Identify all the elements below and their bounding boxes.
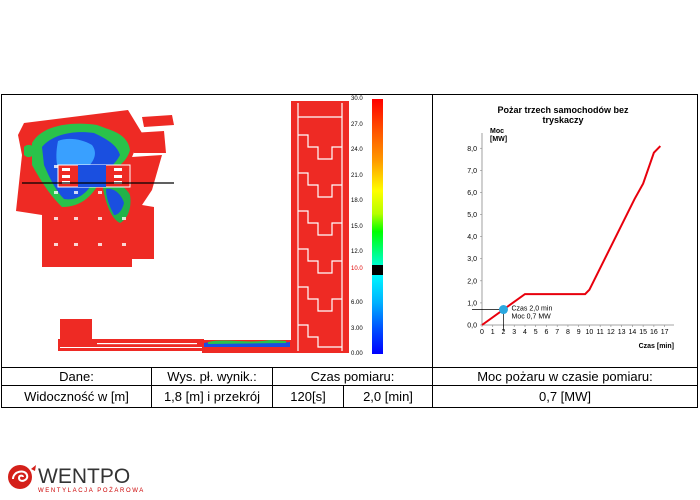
y-tick-label: 0,0 xyxy=(467,323,477,330)
colorbar-tick-label: 27.0 xyxy=(351,121,363,128)
colorbar-threshold-marker xyxy=(372,265,383,275)
x-tick-label: 5 xyxy=(534,329,538,336)
colorbar-tick-label: 10.0 xyxy=(351,266,363,272)
x-tick-label: 15 xyxy=(639,329,647,336)
x-tick-label: 13 xyxy=(618,329,626,336)
stair-section xyxy=(291,99,349,353)
x-tick-label: 4 xyxy=(523,329,527,336)
y-tick-label: 4,0 xyxy=(467,234,477,241)
x-tick-label: 9 xyxy=(577,329,581,336)
header-wysokosc: Wys. pł. wynik.: xyxy=(167,368,257,384)
x-tick-label: 0 xyxy=(480,329,484,336)
y-axis-unit: [MW] xyxy=(490,136,507,143)
marker-label-time: Czas 2,0 min xyxy=(511,306,552,313)
y-tick-label: 8,0 xyxy=(467,146,477,153)
x-tick-label: 16 xyxy=(650,329,658,336)
colorbar-tick-label: 0.00 xyxy=(351,351,363,357)
section-view xyxy=(58,319,292,353)
y-tick-label: 1,0 xyxy=(467,300,477,307)
wentpo-swirl-icon xyxy=(8,465,36,489)
logo-subtitle: WENTYLACJA POŻAROWA xyxy=(38,488,145,494)
header-czas-pomiaru: Czas pomiaru: xyxy=(310,368,395,384)
x-tick-label: 7 xyxy=(555,329,559,336)
x-tick-label: 17 xyxy=(661,329,669,336)
table-top-line xyxy=(2,367,697,368)
y-tick-label: 5,0 xyxy=(467,212,477,219)
x-tick-label: 10 xyxy=(586,329,594,336)
panel-divider xyxy=(432,95,433,353)
x-tick-label: 14 xyxy=(629,329,637,336)
colorbar-tick-label: 24.0 xyxy=(351,147,363,153)
x-axis-label: Czas [min] xyxy=(639,343,674,350)
colorbar-tick-label: 15.0 xyxy=(351,223,363,230)
value-czas-min: 2,0 [min] xyxy=(363,388,413,404)
visibility-map xyxy=(16,99,349,353)
y-tick-label: 7,0 xyxy=(467,168,477,175)
value-widocznosc: Widoczność w [m] xyxy=(24,388,129,404)
value-czas-s: 120[s] xyxy=(290,388,326,404)
colorbar-tick-label: 18.0 xyxy=(351,198,363,204)
x-tick-label: 8 xyxy=(566,329,570,336)
main-frame: 30.0 27.0 24.0 21.0 18.0 15.0 12.0 10.0 6.00 3.00… xyxy=(1,94,698,408)
y-tick-label: 2,0 xyxy=(467,278,477,285)
header-dane: Dane: xyxy=(59,368,94,384)
x-tick-label: 2 xyxy=(502,329,506,336)
table-col-divider xyxy=(151,367,152,407)
colorbar-tick-label: 30.0 xyxy=(351,96,363,102)
header-moc-pozaru: Moc pożaru w czasie pomiaru: xyxy=(477,368,653,384)
colorbar-tick-label: 12.0 xyxy=(351,249,363,255)
floor-plan xyxy=(16,110,174,267)
logo-name: WENTPO xyxy=(38,465,131,488)
y-tick-label: 3,0 xyxy=(467,256,477,263)
value-moc: 0,7 [MW] xyxy=(538,388,591,404)
y-tick-label: 6,0 xyxy=(467,190,477,197)
table-middle-line xyxy=(2,385,697,386)
colorbar-tick-label: 21.0 xyxy=(351,172,363,179)
table-col-divider xyxy=(343,385,344,407)
x-tick-label: 12 xyxy=(607,329,615,336)
visibility-colorbar xyxy=(372,99,383,354)
x-tick-label: 1 xyxy=(491,329,495,336)
marker-label-power: Moc 0,7 MW xyxy=(511,314,551,321)
x-tick-label: 11 xyxy=(597,329,604,336)
chart-title: Pożar trzech samochodów bez tryskaczy xyxy=(497,105,629,125)
x-tick-label: 3 xyxy=(512,329,516,336)
value-wysokosc: 1,8 [m] i przekrój xyxy=(163,388,261,404)
y-axis-label: Moc xyxy=(490,128,504,135)
marker-point xyxy=(498,305,508,315)
colorbar-tick-label: 3.00 xyxy=(351,325,363,332)
series-line xyxy=(481,145,662,326)
x-tick-label: 6 xyxy=(545,329,549,336)
fire-power-chart: 0,01,02,03,04,05,06,07,08,00 1 2 3 4 5 6 7 8 9 10 1… xyxy=(467,128,674,350)
table-col-divider xyxy=(272,367,273,407)
table-col-divider xyxy=(432,353,433,407)
colorbar-tick-label: 6.00 xyxy=(351,300,363,306)
